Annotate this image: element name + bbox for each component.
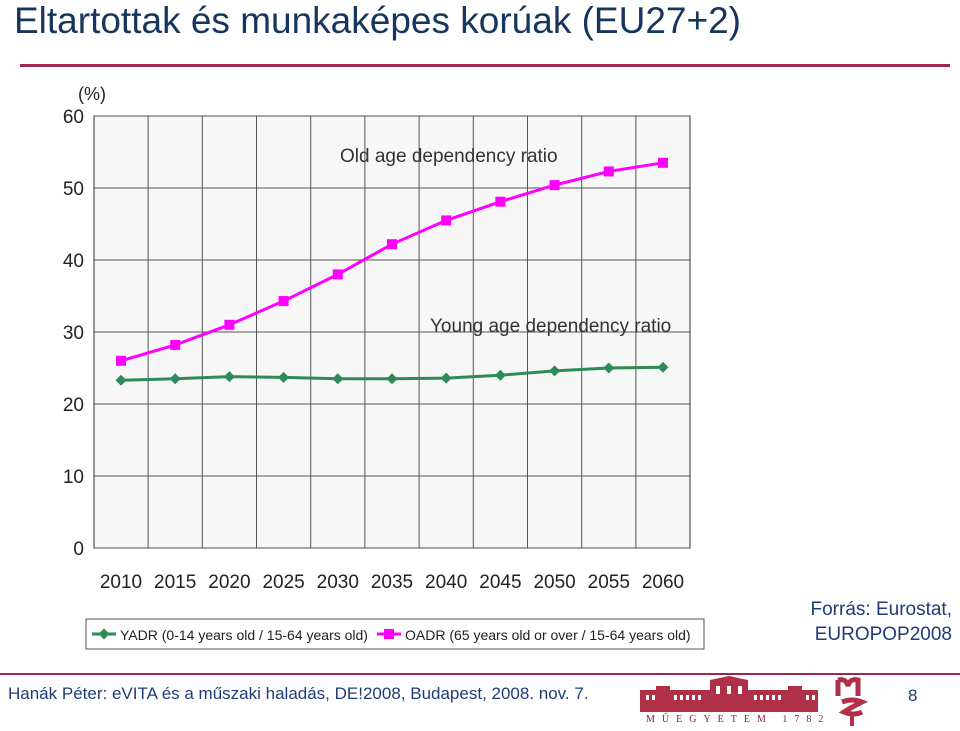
y-tick-label: 60 [63,107,84,128]
title-divider [20,64,950,67]
logo-caption: MŰEGYETEM 1782 [646,714,831,725]
annotation-old-age: Old age dependency ratio [340,146,558,167]
data-point-yadr [169,373,181,385]
data-point-yadr [603,362,615,374]
y-axis-label: (%) [78,84,106,104]
x-tick-label: 2055 [588,572,630,593]
data-point-oadr [116,355,126,366]
data-point-yadr [657,361,669,373]
x-tick-label: 2015 [154,572,196,593]
data-point-yadr [223,371,235,383]
data-point-oadr [441,215,452,226]
footer-text: Hanák Péter: eVITA és a műszaki haladás,… [8,684,589,703]
data-point-yadr [332,373,344,385]
x-tick-label: 2035 [371,572,413,593]
y-tick-label: 10 [63,467,84,488]
legend-marker [384,629,394,639]
page-number: 8 [908,686,918,705]
data-point-yadr [278,371,290,383]
data-point-oadr [603,166,614,177]
x-tick-label: 2030 [317,572,359,593]
x-tick-label: 2060 [642,572,684,593]
data-point-yadr [386,373,398,385]
data-point-oadr [170,339,181,350]
y-tick-label: 50 [63,179,84,200]
source-line-1: Forrás: Eurostat, [810,599,953,620]
data-point-yadr [115,374,127,386]
slide-title: Eltartottak és munkaképes korúak (EU27+2… [14,0,741,41]
x-tick-label: 2010 [100,572,142,593]
data-point-yadr [440,372,452,384]
data-point-oadr [387,239,397,250]
data-point-oadr [549,180,560,191]
data-point-oadr [658,157,668,168]
footer-divider [0,673,960,675]
data-point-oadr [224,319,235,330]
data-point-yadr [549,365,561,377]
data-point-oadr [278,296,289,307]
data-point-yadr [494,369,506,381]
y-tick-label: 30 [63,323,84,344]
source-line-2: EUROPOP2008 [814,624,952,645]
legend-marker [98,628,110,640]
x-tick-label: 2040 [425,572,467,593]
legend-label: YADR (0-14 years old / 15-64 years old) [120,627,368,643]
university-building-logo [640,676,818,712]
university-mark-logo [835,677,869,726]
data-point-oadr [495,196,506,207]
x-tick-label: 2050 [533,572,575,593]
y-tick-label: 0 [73,539,84,560]
x-tick-label: 2020 [208,572,250,593]
x-tick-label: 2025 [262,572,304,593]
y-tick-label: 20 [63,395,84,416]
data-point-oadr [332,269,343,280]
y-tick-label: 40 [63,251,84,272]
annotation-young-age: Young age dependency ratio [430,316,671,337]
source-note: Forrás: Eurostat, EUROPOP2008 [811,597,953,647]
x-tick-label: 2045 [479,572,521,593]
legend-label: OADR (65 years old or over / 15-64 years… [405,627,691,643]
